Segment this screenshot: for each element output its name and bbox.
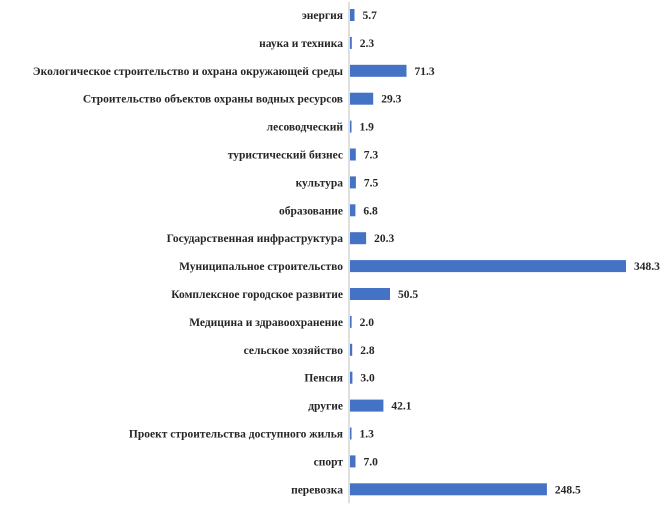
data-label: 2.0	[360, 317, 375, 329]
data-label: 1.3	[360, 429, 375, 441]
category-label: Медицина и здравоохранение	[189, 317, 343, 329]
data-label: 3.0	[360, 373, 375, 385]
data-label: 50.5	[398, 289, 418, 301]
category-labels: энергия наука и техника Экологическое стро…	[33, 10, 344, 496]
data-label: 7.5	[364, 177, 379, 189]
bar	[350, 9, 355, 21]
data-label: 348.3	[634, 261, 660, 273]
category-label: туристический бизнес	[228, 150, 343, 162]
data-label: 7.0	[364, 456, 379, 468]
bar	[350, 371, 353, 384]
category-label: Проект строительства доступного жилья	[129, 429, 343, 441]
bar	[350, 92, 374, 105]
bar	[350, 483, 547, 496]
bars-layer	[350, 9, 626, 496]
bar	[350, 427, 352, 440]
value-labels: 5.7 2.3 71.3 29.3 1.9 7.3 7.5 6.8 20.3 348.3 50.5 2…	[360, 10, 661, 496]
category-label: сельское хозяйство	[244, 345, 344, 357]
data-label: 5.7	[363, 10, 378, 22]
data-label: 71.3	[415, 66, 435, 78]
data-label: 248.5	[555, 484, 581, 496]
category-label: энергия	[302, 10, 343, 22]
category-label: культура	[296, 177, 344, 189]
bar	[350, 315, 352, 328]
data-label: 29.3	[381, 94, 401, 106]
bar	[350, 176, 356, 189]
bar	[350, 399, 384, 412]
category-label: Муниципальное строительство	[179, 261, 343, 273]
bar	[350, 260, 626, 273]
category-label: Государственная инфраструктура	[167, 233, 344, 245]
bar	[350, 455, 356, 468]
data-label: 2.8	[360, 345, 375, 357]
bar	[350, 343, 353, 356]
data-label: 2.3	[360, 38, 375, 50]
category-label: лесоводческий	[267, 122, 344, 134]
bar	[350, 120, 352, 133]
bar	[350, 288, 390, 300]
category-label: Пенсия	[304, 373, 343, 385]
data-label: 6.8	[363, 205, 378, 217]
category-label: спорт	[314, 456, 344, 468]
category-label: Строительство объектов охраны водных рес…	[83, 94, 343, 106]
category-label: образование	[279, 205, 343, 217]
category-label: перевозка	[291, 484, 343, 496]
data-label: 7.3	[364, 150, 379, 162]
category-label: Комплексное городское развитие	[171, 289, 343, 301]
data-label: 20.3	[374, 233, 394, 245]
bar	[350, 204, 356, 217]
category-label: другие	[308, 401, 343, 413]
data-label: 42.1	[391, 401, 411, 413]
data-label: 1.9	[360, 122, 375, 134]
bar	[350, 148, 356, 161]
bar	[350, 36, 352, 49]
category-label: наука и техника	[259, 38, 343, 50]
category-label: Экологическое строительство и охрана окр…	[33, 66, 343, 78]
bar	[350, 232, 367, 245]
bar	[350, 64, 407, 77]
